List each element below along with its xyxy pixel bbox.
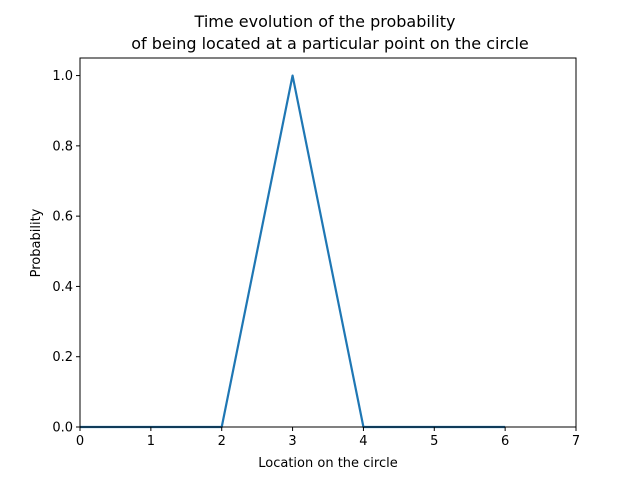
x-tick-label: 0 (76, 434, 84, 449)
x-tick-label: 3 (288, 434, 296, 449)
x-axis-label: Location on the circle (258, 456, 397, 471)
x-tick-label: 5 (430, 434, 438, 449)
x-tick-label: 6 (501, 434, 509, 449)
x-tick-label: 1 (147, 434, 155, 449)
y-tick-label: 0.0 (52, 421, 73, 436)
y-tick-label: 0.6 (52, 210, 73, 225)
x-tick-label: 7 (572, 434, 580, 449)
y-tick-label: 0.2 (52, 350, 73, 365)
x-tick-label: 2 (218, 434, 226, 449)
plot-area: 0 1 2 3 4 5 6 7 0.0 0.2 0.4 0.6 0.8 1.0 (52, 57, 580, 449)
chart-title-line-1: Time evolution of the probability (194, 12, 456, 31)
y-axis-label: Probability (29, 208, 44, 277)
x-tick-label: 4 (359, 434, 367, 449)
y-tick-label: 0.8 (52, 139, 73, 154)
chart-title-line-2: of being located at a particular point o… (131, 34, 529, 53)
y-tick-label: 1.0 (52, 69, 73, 84)
plot-frame (79, 57, 577, 428)
y-tick-label: 0.4 (52, 280, 73, 295)
